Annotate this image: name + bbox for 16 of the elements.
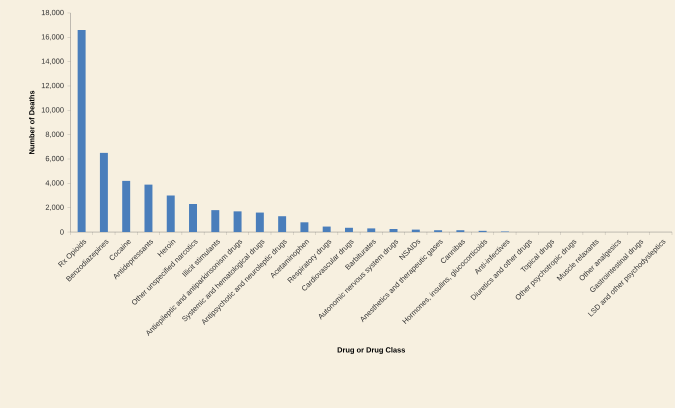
bar <box>390 228 398 232</box>
bar <box>256 212 264 232</box>
bar <box>100 152 108 232</box>
bar <box>144 184 152 232</box>
bar <box>278 216 286 232</box>
bar <box>211 210 220 232</box>
bar <box>322 226 331 232</box>
bar <box>412 229 420 232</box>
bar <box>122 180 130 232</box>
bar <box>344 228 353 232</box>
bar <box>300 222 308 232</box>
bar <box>367 228 376 232</box>
bar <box>234 211 242 232</box>
bar <box>166 195 175 232</box>
bar <box>189 204 197 232</box>
bar <box>78 30 86 232</box>
